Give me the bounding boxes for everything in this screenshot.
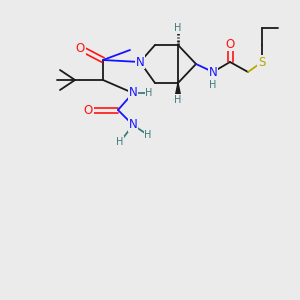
Text: H: H [174, 95, 182, 105]
Text: H: H [116, 137, 124, 147]
Text: S: S [258, 56, 266, 68]
Text: H: H [209, 80, 217, 90]
Text: H: H [144, 130, 152, 140]
Text: O: O [225, 38, 235, 50]
Text: H: H [145, 88, 153, 98]
Text: N: N [129, 86, 137, 100]
Text: O: O [83, 103, 93, 116]
Polygon shape [175, 83, 182, 100]
Text: N: N [136, 56, 144, 68]
Text: N: N [129, 118, 137, 131]
Text: O: O [75, 41, 85, 55]
Text: N: N [208, 65, 217, 79]
Text: H: H [174, 23, 182, 33]
